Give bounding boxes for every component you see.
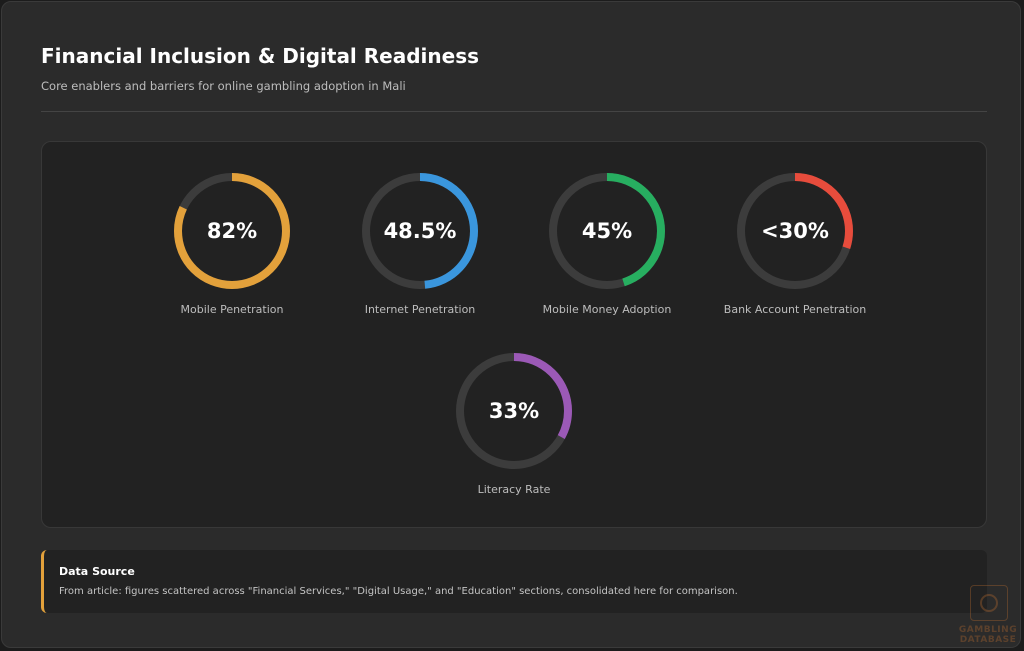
roulette-icon <box>970 585 1008 621</box>
gauge-mobile-penetration: 82% Mobile Penetration <box>142 171 322 331</box>
gauge-label: Internet Penetration <box>364 303 476 316</box>
gauge-literacy-rate: 33% Literacy Rate <box>424 351 604 511</box>
gauge-value: 33% <box>488 399 540 423</box>
gauge-label: Mobile Money Adoption <box>542 303 672 316</box>
gauge-label: Mobile Penetration <box>180 303 284 316</box>
gauge-ring <box>362 173 478 289</box>
gauge-ring <box>456 353 572 469</box>
gauge-value: 82% <box>206 219 258 243</box>
gauge-value: 45% <box>581 219 633 243</box>
watermark-text: GAMBLING DATABASE <box>950 625 1024 645</box>
gauge-arc <box>549 173 665 289</box>
gauge-arc <box>456 353 572 469</box>
gauge-label: Literacy Rate <box>477 483 551 496</box>
gauge-bank-account-penetration: <30% Bank Account Penetration <box>705 171 885 331</box>
gauge-arc <box>362 173 478 289</box>
gauge-mobile-money-adoption: 45% Mobile Money Adoption <box>517 171 697 331</box>
watermark-logo: GAMBLING DATABASE <box>950 585 1024 651</box>
page-title: Financial Inclusion & Digital Readiness <box>41 44 479 68</box>
gauge-value: 48.5% <box>383 219 457 243</box>
gauge-ring <box>737 173 853 289</box>
gauge-ring <box>174 173 290 289</box>
gauge-arc <box>174 173 290 289</box>
gauge-value: <30% <box>761 219 829 243</box>
data-source-note: Data Source From article: figures scatte… <box>41 550 987 613</box>
gauge-arc <box>737 173 853 289</box>
gauge-internet-penetration: 48.5% Internet Penetration <box>330 171 510 331</box>
gauges-panel: 82% Mobile Penetration 48.5% Internet Pe… <box>41 141 987 528</box>
header-divider <box>41 111 987 112</box>
watermark-line-1: GAMBLING <box>958 625 1018 635</box>
gauge-label: Bank Account Penetration <box>723 303 867 316</box>
watermark-line-2: DATABASE <box>959 635 1017 645</box>
page-subtitle: Core enablers and barriers for online ga… <box>41 79 406 93</box>
note-title: Data Source <box>59 565 135 578</box>
note-text: From article: figures scattered across "… <box>59 586 738 597</box>
gauge-ring <box>549 173 665 289</box>
